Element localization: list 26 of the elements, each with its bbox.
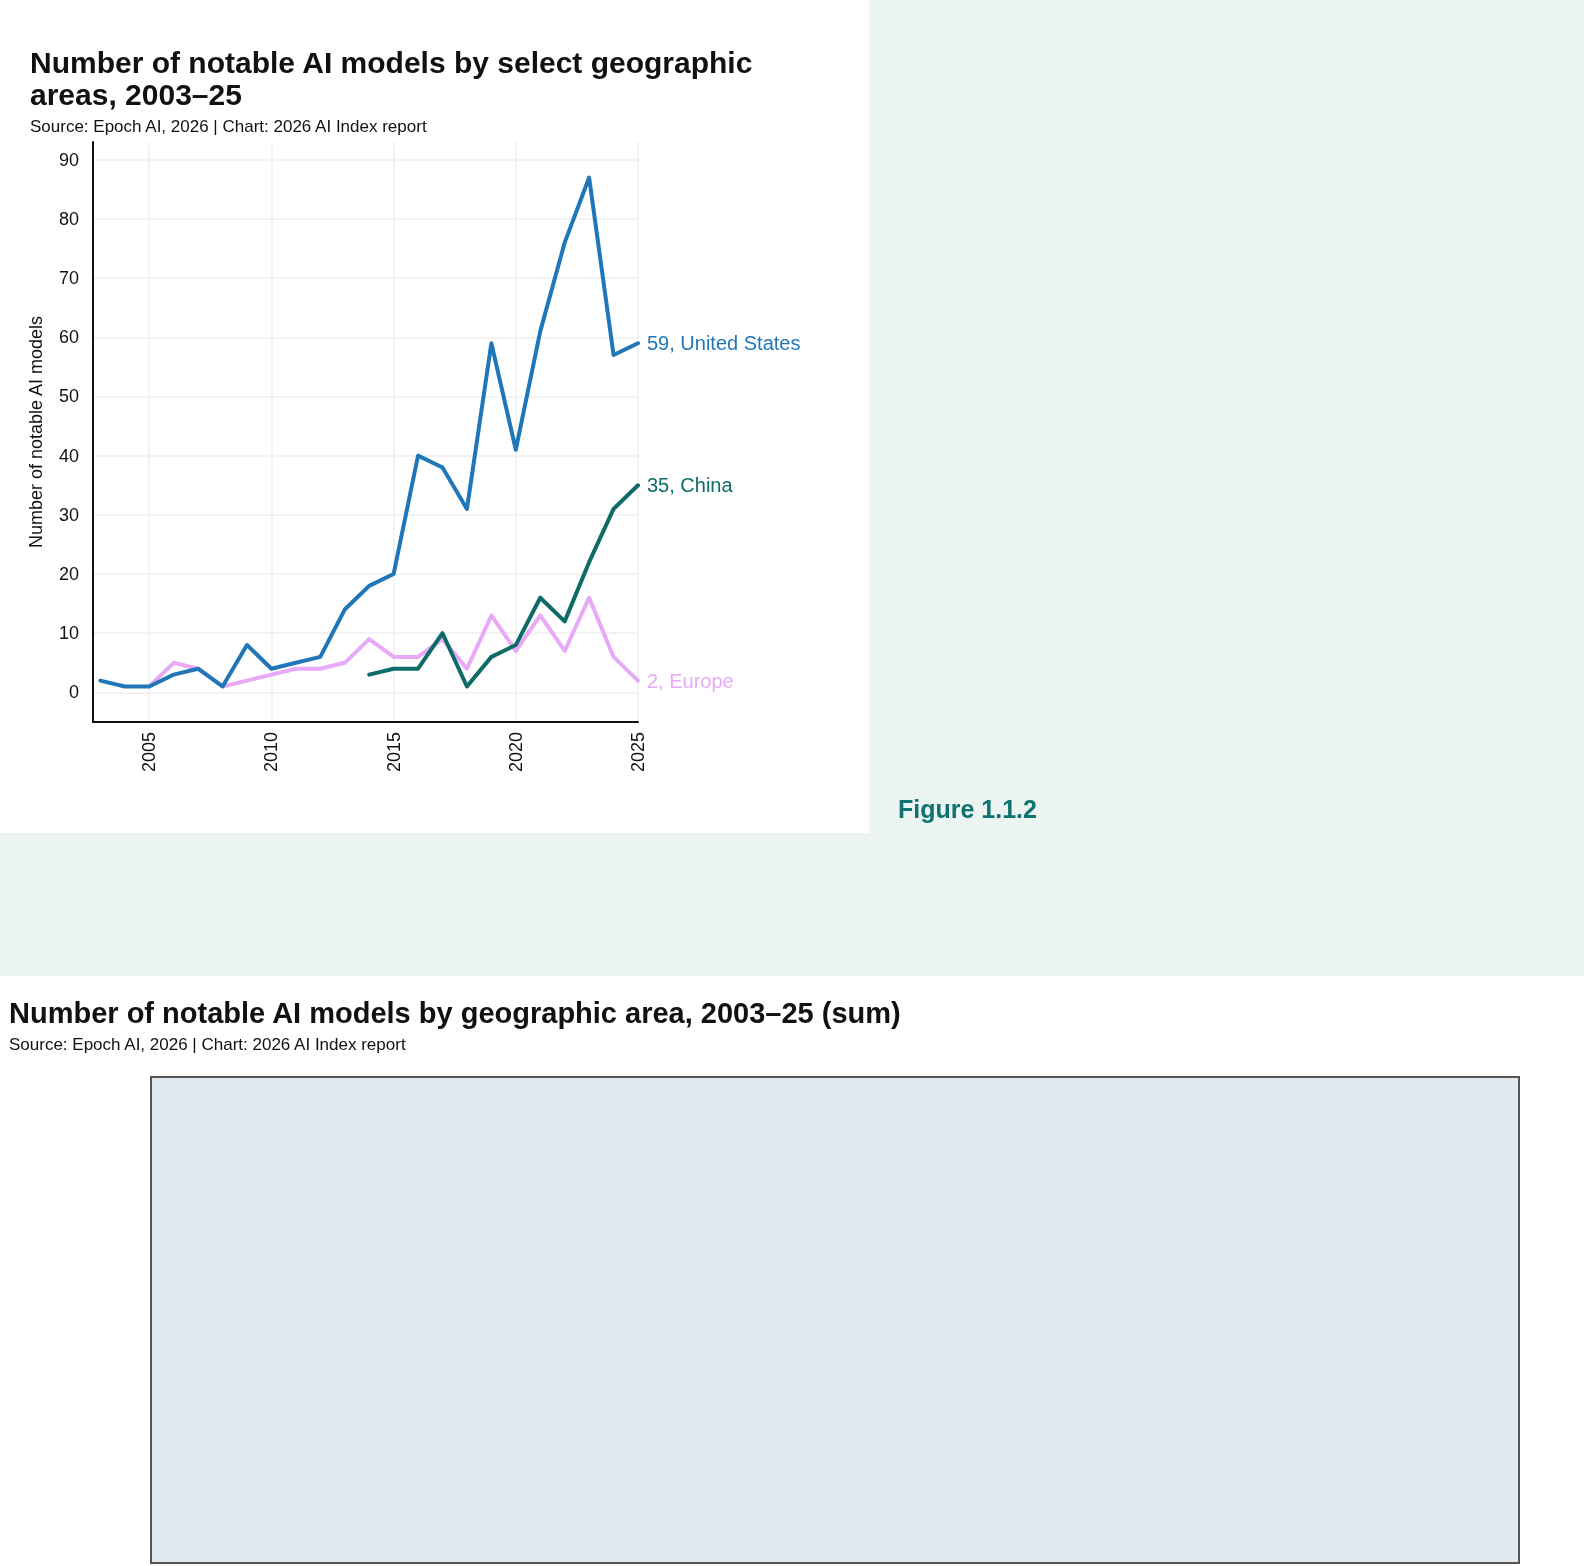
y-tick-label: 80 [58, 208, 79, 229]
y-tick-label: 50 [58, 386, 79, 407]
caption: Figure 1.1.2 [898, 794, 1037, 823]
x-tick-label: 2010 [261, 732, 282, 773]
y-tick-label: 40 [58, 445, 79, 466]
x-tick-label: 2025 [628, 732, 648, 773]
line-series [98, 175, 640, 689]
x-tick-label: 2015 [383, 732, 404, 773]
x-tick-label: 2020 [505, 732, 526, 773]
y-tick-label: 20 [58, 564, 79, 585]
y-tick-label: 60 [58, 327, 79, 348]
x-tick-label: 2005 [139, 732, 160, 773]
data-label: 2, Europe [647, 669, 734, 692]
y-tick-label: 90 [58, 149, 79, 170]
y-axis-title: Number of notable AI models [26, 315, 46, 549]
text: Number of notable AI models by geographic area, 2003–25 (sum) [9, 996, 901, 1029]
y-tick-label: 70 [58, 268, 79, 289]
line-series [367, 483, 640, 689]
text: Source: Epoch AI, 2026 | Chart: 2026 AI Index report [9, 1035, 406, 1054]
y-tick-label: 0 [68, 682, 79, 703]
chart-title: Number of notable AI models by select geographic areas, 2003–25 [30, 45, 761, 111]
y-tick-label: 10 [58, 623, 79, 644]
y-tick-label: 30 [58, 504, 79, 525]
data-label: 35, China [647, 474, 734, 497]
chart-subtitle: Source: Epoch AI, 2026 | Chart: 2026 AI Index report [30, 117, 427, 136]
data-label: 59, United States [647, 332, 801, 355]
